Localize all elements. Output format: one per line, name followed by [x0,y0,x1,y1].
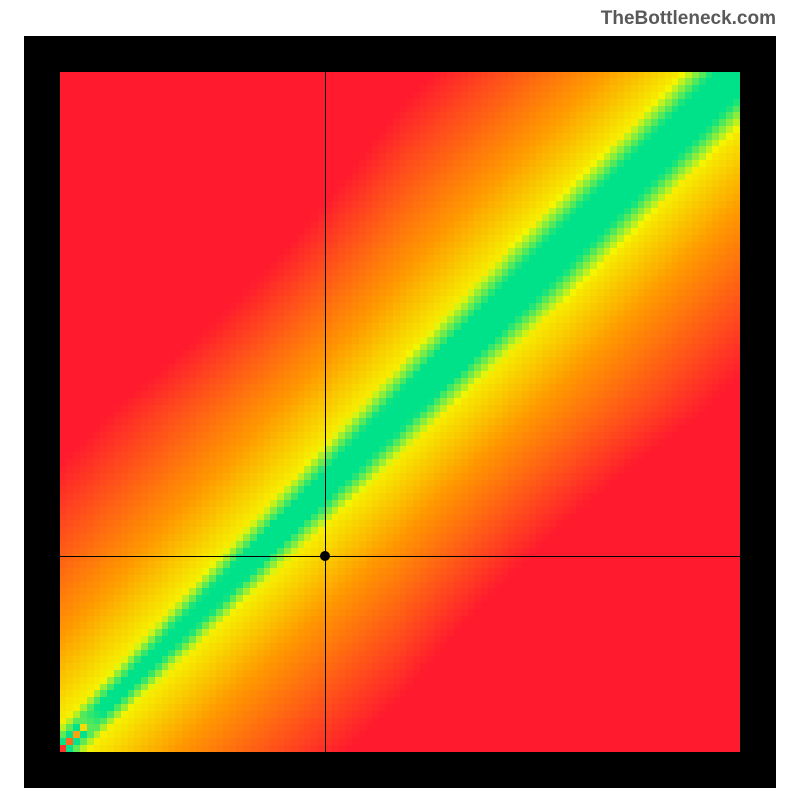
crosshair-horizontal [60,556,740,557]
attribution-text: TheBottleneck.com [601,8,776,30]
chart-plot-area [60,72,740,752]
chart-frame [24,36,776,788]
heatmap-canvas [60,72,740,752]
selected-point-marker [320,551,330,561]
crosshair-vertical [325,72,326,752]
